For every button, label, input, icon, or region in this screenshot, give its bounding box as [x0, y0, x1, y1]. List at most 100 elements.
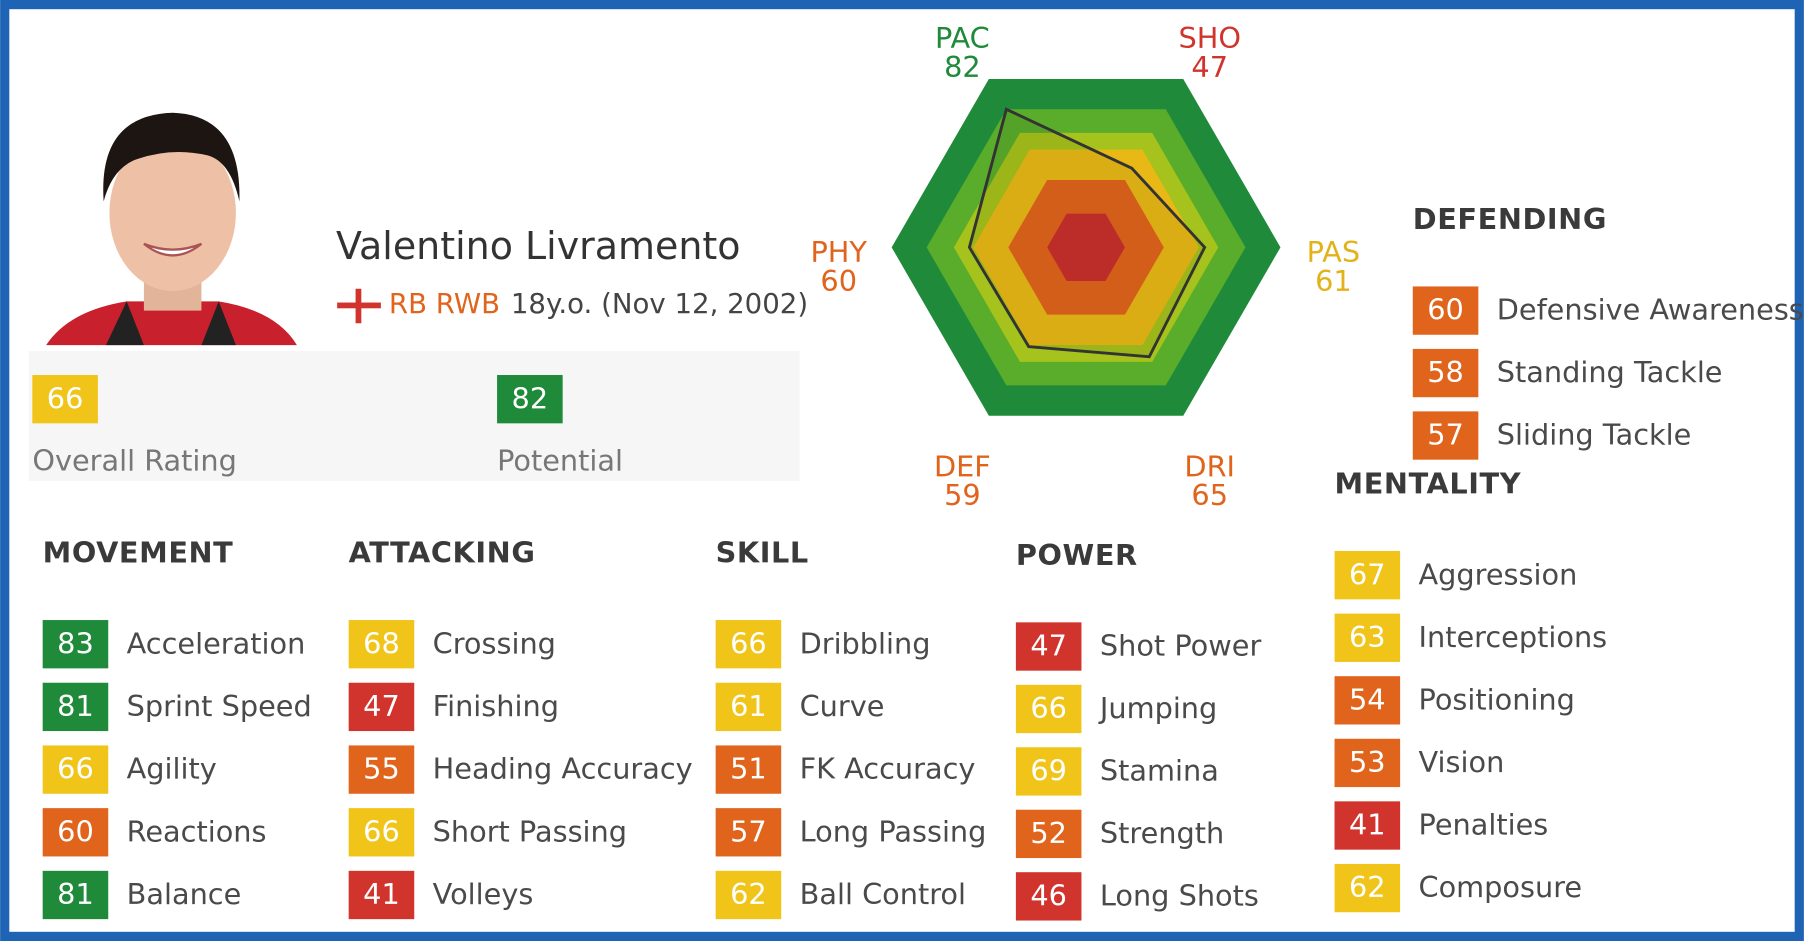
stat-box	[1334, 738, 1401, 788]
player-name: Valentino Livramento	[336, 224, 740, 268]
rating-value: 82	[512, 381, 549, 415]
stat-box	[1334, 551, 1401, 600]
stat-name: Positioning	[1419, 682, 1575, 716]
stat-value: 53	[1349, 745, 1386, 779]
stat-value: 55	[363, 752, 400, 786]
radar-category: PHY	[810, 235, 867, 269]
stat-name: Strength	[1100, 816, 1224, 850]
stat-box	[1412, 411, 1479, 460]
stat-name: Shot Power	[1100, 629, 1262, 663]
stat-name: FK Accuracy	[800, 752, 976, 786]
stat-box	[1015, 684, 1082, 734]
stat-box	[42, 870, 109, 920]
group-title: POWER	[1016, 538, 1138, 572]
radar-value: 47	[1191, 50, 1228, 84]
stat-name: Balance	[127, 877, 242, 911]
stat-value: 60	[1427, 293, 1464, 327]
radar-ring	[1047, 213, 1125, 282]
stat-value: 51	[730, 752, 767, 786]
stat-box	[1412, 286, 1479, 335]
stat-value: 57	[1427, 418, 1464, 452]
stat-value: 68	[363, 626, 400, 660]
stat-value: 47	[1030, 629, 1067, 663]
stat-box	[1334, 863, 1401, 913]
stat-value: 54	[1349, 682, 1386, 716]
stat-box	[348, 620, 415, 669]
stat-box	[715, 620, 782, 669]
stat-name: Curve	[800, 689, 885, 723]
group-title: ATTACKING	[349, 535, 536, 569]
radar-category: DEF	[934, 449, 991, 483]
stat-box	[42, 682, 109, 732]
stat-name: Short Passing	[433, 814, 627, 848]
stat-value: 66	[363, 814, 400, 848]
stat-name: Reactions	[127, 814, 267, 848]
radar-value: 65	[1191, 478, 1228, 512]
stat-name: Heading Accuracy	[433, 752, 693, 786]
radar-shape	[967, 107, 1207, 359]
stat-name: Jumping	[1098, 691, 1217, 725]
stat-value: 66	[57, 752, 94, 786]
stat-value: 41	[363, 877, 400, 911]
stat-box	[1412, 348, 1479, 398]
stat-name: Long Passing	[800, 814, 987, 848]
radar-value: 82	[944, 50, 981, 84]
stat-value: 61	[730, 689, 767, 723]
stat-value: 52	[1030, 816, 1067, 850]
stat-box	[715, 870, 782, 920]
stat-box	[348, 745, 415, 794]
positions: RB RWB	[389, 287, 500, 320]
radar-value: 60	[820, 264, 857, 298]
stat-value: 63	[1349, 620, 1386, 654]
radar-category: SHO	[1178, 21, 1240, 55]
radar-value: 59	[944, 478, 981, 512]
stat-box	[1015, 622, 1082, 671]
stat-box	[348, 682, 415, 732]
group-title: SKILL	[716, 535, 809, 569]
stat-name: Acceleration	[127, 626, 306, 660]
stat-name: Crossing	[433, 626, 556, 660]
stat-name: Agility	[127, 752, 217, 786]
stat-name: Composure	[1419, 870, 1583, 904]
stat-name: Defensive Awareness	[1497, 293, 1804, 327]
stat-value: 67	[1349, 557, 1386, 591]
stat-name: Aggression	[1419, 557, 1578, 591]
group-title: MENTALITY	[1335, 466, 1522, 500]
age-birthdate: 18y.o. (Nov 12, 2002)	[511, 287, 808, 320]
group-title: DEFENDING	[1413, 202, 1607, 236]
stat-name: Stamina	[1100, 754, 1219, 788]
stat-box	[1334, 676, 1401, 725]
radar-category: PAC	[935, 21, 990, 55]
stat-value: 66	[730, 626, 767, 660]
stat-box	[42, 808, 109, 857]
stat-value: 46	[1030, 879, 1067, 913]
stat-value: 57	[730, 814, 767, 848]
stat-value: 81	[57, 877, 94, 911]
stat-name: Long Shots	[1100, 879, 1259, 913]
stat-box	[42, 745, 109, 794]
stat-value: 58	[1427, 355, 1464, 389]
stat-name: Sliding Tackle	[1497, 418, 1692, 452]
stat-name: Volleys	[433, 877, 534, 911]
rating-panel	[28, 350, 800, 481]
stat-box	[348, 870, 415, 920]
stat-name: Dribbling	[800, 626, 931, 660]
stat-name: Vision	[1419, 745, 1505, 779]
player-photo	[46, 112, 297, 346]
stat-name: Ball Control	[800, 877, 966, 911]
flag-icon	[337, 288, 381, 324]
rating-label: Overall Rating	[32, 443, 237, 477]
stat-value: 66	[1030, 691, 1067, 725]
stat-name: Interceptions	[1419, 620, 1608, 654]
stat-value: 60	[57, 814, 94, 848]
stat-box	[1334, 613, 1401, 662]
rating-value: 66	[47, 381, 84, 415]
rating-box	[32, 375, 98, 424]
stat-value: 81	[57, 689, 94, 723]
stat-box	[1015, 809, 1082, 859]
stat-box	[42, 620, 109, 669]
stat-value: 62	[1349, 870, 1386, 904]
stat-box	[715, 682, 782, 732]
